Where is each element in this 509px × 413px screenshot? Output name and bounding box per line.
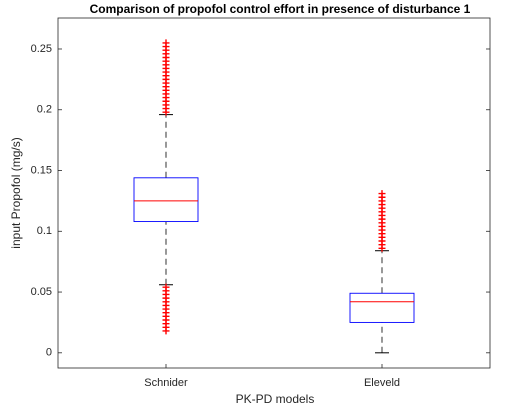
box [133, 177, 199, 223]
x-tick-label: Schnider [144, 377, 188, 389]
y-tick-label: 0.15 [31, 164, 52, 176]
outlier [162, 283, 170, 291]
axes-frame [57, 17, 491, 369]
outlier [378, 190, 386, 198]
y-axis-label: input Propofol (mg/s) [9, 137, 23, 248]
y-tick-label: 0.1 [37, 225, 52, 237]
x-tick-label: Eleveld [364, 377, 400, 389]
x-axis-label: PK-PD models [236, 392, 315, 406]
y-tick-label: 0.2 [37, 104, 52, 116]
chart-title: Comparison of propofol control effort in… [90, 2, 471, 16]
y-tick-label: 0.25 [31, 43, 52, 55]
y-tick-label: 0 [46, 347, 52, 359]
outlier [162, 39, 170, 47]
box [349, 292, 415, 323]
y-tick-label: 0.05 [31, 286, 52, 298]
